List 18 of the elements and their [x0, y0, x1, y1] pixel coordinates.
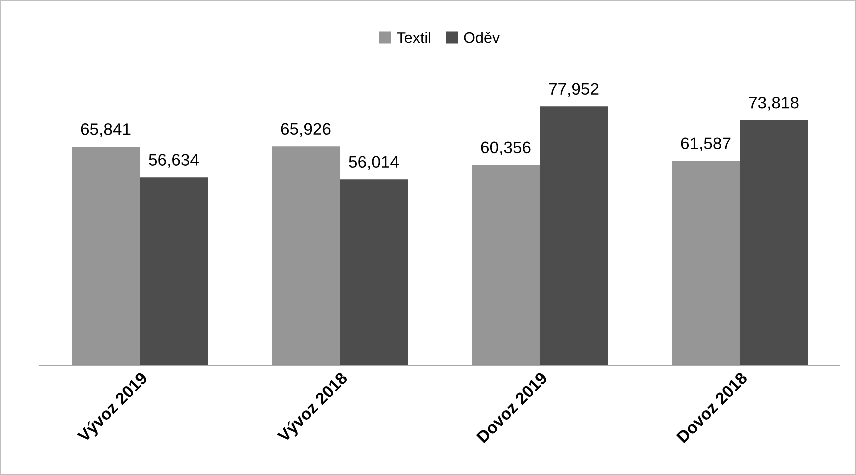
- legend-label: Oděv: [464, 32, 500, 44]
- data-label: 77,952: [549, 83, 599, 98]
- bar: [340, 180, 408, 366]
- bar: [272, 146, 340, 366]
- bar: [540, 106, 608, 366]
- data-label: 56,634: [149, 154, 200, 168]
- bar: [472, 165, 540, 366]
- data-label: 73,818: [749, 97, 799, 111]
- data-label: 56,014: [349, 156, 400, 170]
- data-label: 65,841: [81, 124, 131, 138]
- bar: [72, 146, 140, 366]
- bar: [672, 161, 740, 366]
- data-label: 61,587: [681, 138, 731, 152]
- legend-label: Textil: [397, 32, 430, 44]
- data-label: 60,356: [481, 142, 531, 156]
- data-label: 65,926: [281, 123, 331, 138]
- bar: [740, 120, 808, 366]
- bar: [140, 178, 208, 366]
